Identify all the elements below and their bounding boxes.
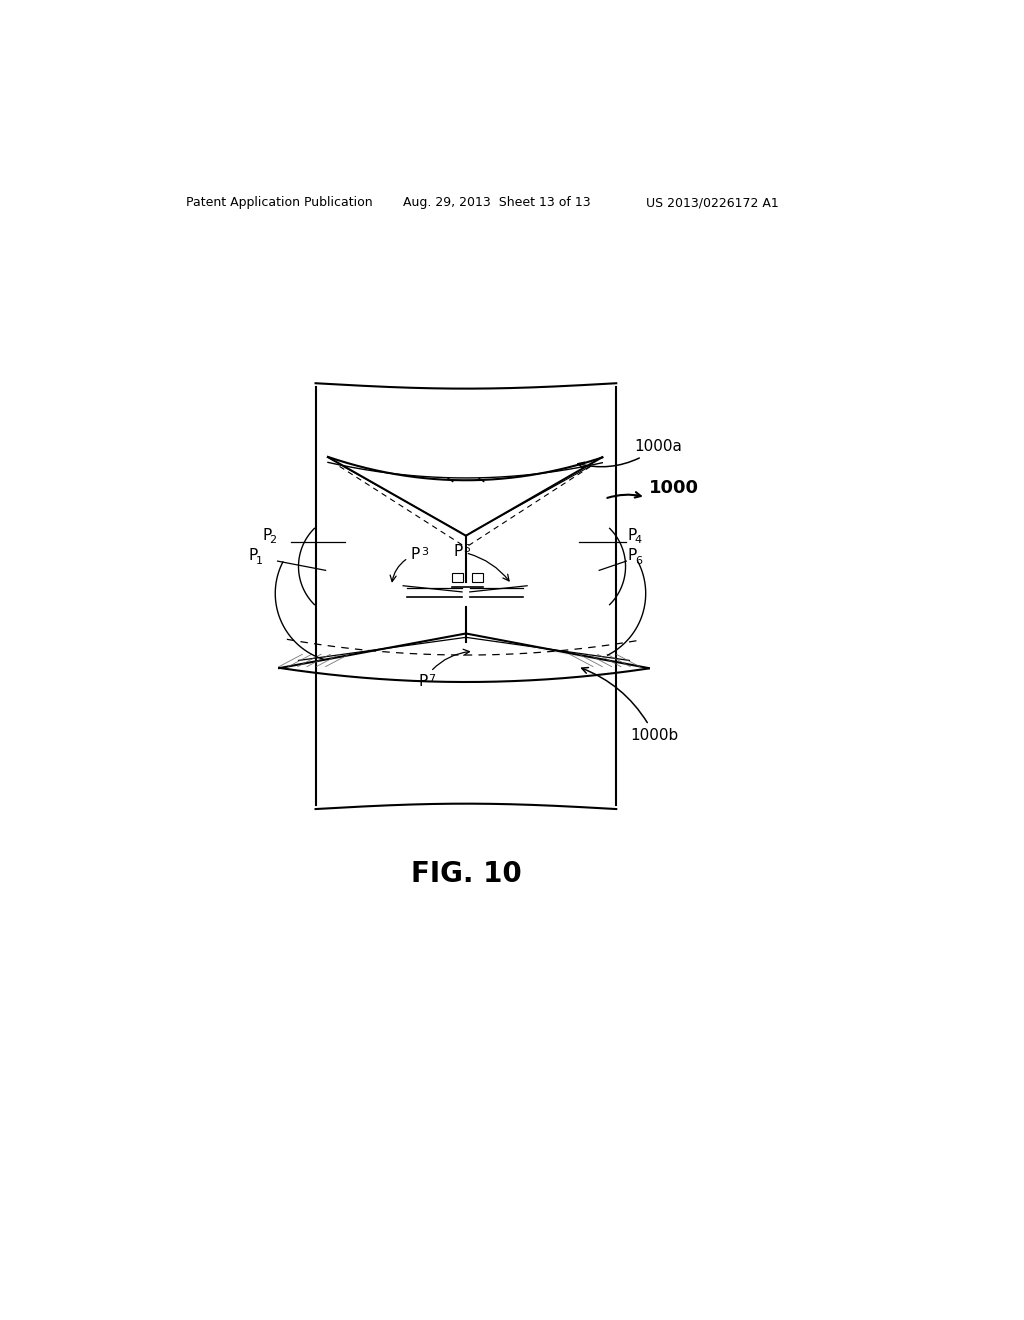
Text: 1000: 1000 xyxy=(649,479,698,498)
Text: P: P xyxy=(419,649,469,689)
Text: P: P xyxy=(262,528,271,543)
Bar xyxy=(452,573,463,582)
Text: P: P xyxy=(390,546,420,582)
Text: 6: 6 xyxy=(635,556,642,566)
Text: P: P xyxy=(628,528,637,543)
Polygon shape xyxy=(481,640,649,668)
Text: US 2013/0226172 A1: US 2013/0226172 A1 xyxy=(646,197,778,209)
Text: P: P xyxy=(454,544,509,581)
Text: P: P xyxy=(249,548,258,564)
Text: 5: 5 xyxy=(463,544,470,554)
Text: Patent Application Publication: Patent Application Publication xyxy=(186,197,373,209)
Text: FIG. 10: FIG. 10 xyxy=(411,861,521,888)
Text: 4: 4 xyxy=(635,536,642,545)
Text: P: P xyxy=(628,548,637,564)
Text: 1000a: 1000a xyxy=(578,440,682,469)
Polygon shape xyxy=(280,640,451,668)
Text: 7: 7 xyxy=(428,675,435,684)
Text: 1: 1 xyxy=(256,556,263,566)
Text: Aug. 29, 2013  Sheet 13 of 13: Aug. 29, 2013 Sheet 13 of 13 xyxy=(403,197,591,209)
Text: 1000b: 1000b xyxy=(582,668,679,743)
Bar xyxy=(472,573,483,582)
Text: 3: 3 xyxy=(421,546,428,557)
Text: 2: 2 xyxy=(269,536,276,545)
